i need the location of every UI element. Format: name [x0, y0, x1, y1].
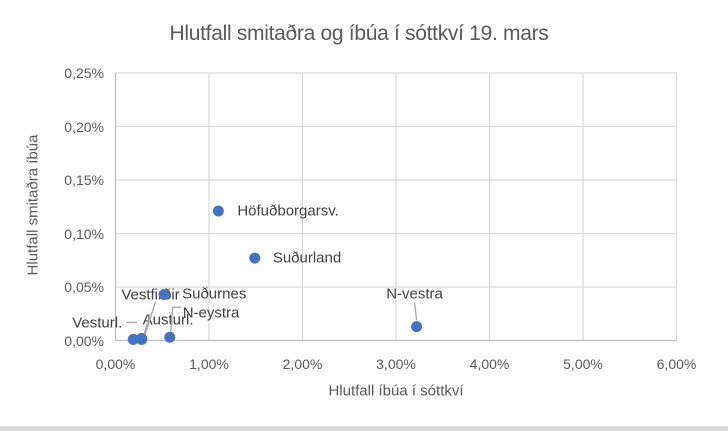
- data-point-label: Suðurnes: [182, 285, 247, 303]
- y-axis-tick-label: 0,20%: [64, 118, 104, 135]
- y-axis-tick-label: 0,25%: [64, 65, 104, 81]
- chart-title: Hlutfall smitaðra og íbúa í sóttkví 19. …: [169, 22, 549, 45]
- x-axis-tick-label: 0,00%: [95, 355, 136, 372]
- data-point: [164, 331, 176, 343]
- data-point-label: N-vestra: [386, 285, 443, 303]
- y-axis-tick-label: 0,15%: [64, 172, 104, 188]
- data-point: [136, 333, 148, 345]
- x-axis-tick-label: 5,00%: [563, 355, 603, 372]
- data-point-label: Austurl.: [142, 311, 194, 329]
- y-axis-title: Hlutfall smitaðra íbúa: [24, 134, 42, 276]
- y-axis-tick-label: 0,05%: [64, 279, 104, 295]
- y-axis-tick-label: 0,00%: [64, 332, 104, 349]
- x-axis-tick-label: 4,00%: [469, 355, 510, 372]
- data-point: [411, 321, 423, 333]
- data-point: [127, 333, 139, 345]
- data-point-label: Suðurland: [272, 249, 342, 267]
- x-axis-tick-label: 2,00%: [282, 355, 323, 372]
- x-axis-tick-label: 1,00%: [189, 355, 229, 372]
- data-point-label: Höfuðborgarsv.: [237, 202, 339, 220]
- x-axis-title: Hlutfall íbúa í sóttkví: [328, 382, 464, 400]
- data-point-label: N-eystra: [182, 304, 240, 322]
- data-point-label: Vestfirðir: [121, 286, 180, 304]
- data-point: [136, 332, 148, 344]
- bottom-divider: [0, 426, 728, 431]
- x-axis-tick-label: 3,00%: [376, 355, 416, 372]
- y-axis-tick-label: 0,10%: [64, 225, 104, 242]
- data-point-label: Vesturl.: [72, 314, 123, 332]
- data-point: [249, 252, 261, 264]
- label-leader-line: [413, 302, 418, 321]
- data-point: [212, 205, 224, 217]
- x-axis-tick-label: 6,00%: [656, 355, 697, 372]
